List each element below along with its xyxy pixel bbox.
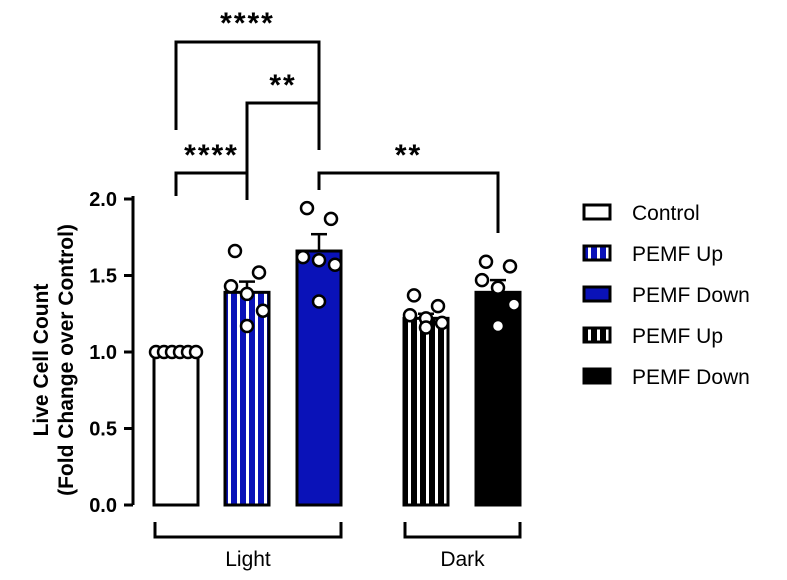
data-point [223, 278, 239, 294]
legend-label: PEMF Up [632, 325, 723, 348]
data-point [506, 297, 522, 312]
legend-label: PEMF Down [632, 366, 750, 389]
data-point [188, 344, 204, 360]
data-point [323, 211, 339, 227]
group-label: Light [225, 548, 271, 571]
significance-brackets: ********** ** [174, 7, 500, 233]
y-tick-label: 1.5 [89, 266, 117, 288]
significance-label: **** [220, 7, 275, 40]
data-point [402, 308, 418, 323]
significance-label: ** [269, 69, 296, 102]
y-axis-label-line1: Live Cell Count [30, 284, 53, 437]
bar [402, 316, 450, 507]
legend-label: Control [632, 202, 700, 225]
significance-bracket [245, 101, 321, 196]
data-point [327, 257, 343, 273]
data-point [295, 249, 311, 265]
data-point [227, 243, 243, 259]
data-point [490, 318, 506, 334]
group-bracket [403, 522, 522, 539]
bar [295, 249, 343, 507]
y-tick-label: 1.0 [89, 342, 117, 364]
data-point [311, 294, 327, 309]
significance-label: ** [395, 139, 422, 172]
data-point [430, 298, 446, 314]
y-tick-label: 0.5 [89, 419, 117, 441]
legend-swatch [582, 367, 612, 385]
data-point [406, 288, 422, 303]
legend-swatch [582, 203, 612, 221]
legend-swatch [582, 285, 612, 303]
significance-label: **** [184, 139, 239, 172]
y-tick-label: 0.0 [89, 495, 117, 517]
data-point [311, 252, 327, 268]
data-point [474, 272, 490, 288]
group-bracket [153, 522, 343, 539]
bars [148, 200, 522, 507]
data-point [239, 318, 255, 334]
y-ticks: 0.0 0.5 1.0 1.5 2.0 [89, 189, 133, 517]
data-point [239, 286, 255, 302]
legend: Control PEMF Up PEMF Down PEMF Up PEMF Down [582, 202, 750, 389]
data-point [502, 259, 518, 274]
data-point [251, 265, 267, 280]
significance-bracket [174, 40, 321, 150]
legend-swatch [582, 244, 612, 262]
data-point [434, 315, 450, 331]
legend-label: PEMF Down [632, 284, 750, 307]
group-label: Dark [440, 548, 485, 571]
y-axis-label-line2: (Fold Change over Control) [55, 224, 78, 496]
data-point [490, 280, 506, 295]
group-brackets: Light Dark [153, 522, 522, 571]
legend-label: PEMF Up [632, 243, 723, 266]
data-point [255, 303, 271, 318]
bar [152, 350, 200, 507]
legend-swatch [582, 326, 612, 344]
significance-bracket [317, 171, 500, 233]
significance-bracket [174, 171, 249, 200]
data-point [418, 320, 434, 335]
data-point [478, 254, 494, 269]
data-point [299, 200, 315, 216]
y-tick-label: 2.0 [89, 189, 117, 211]
